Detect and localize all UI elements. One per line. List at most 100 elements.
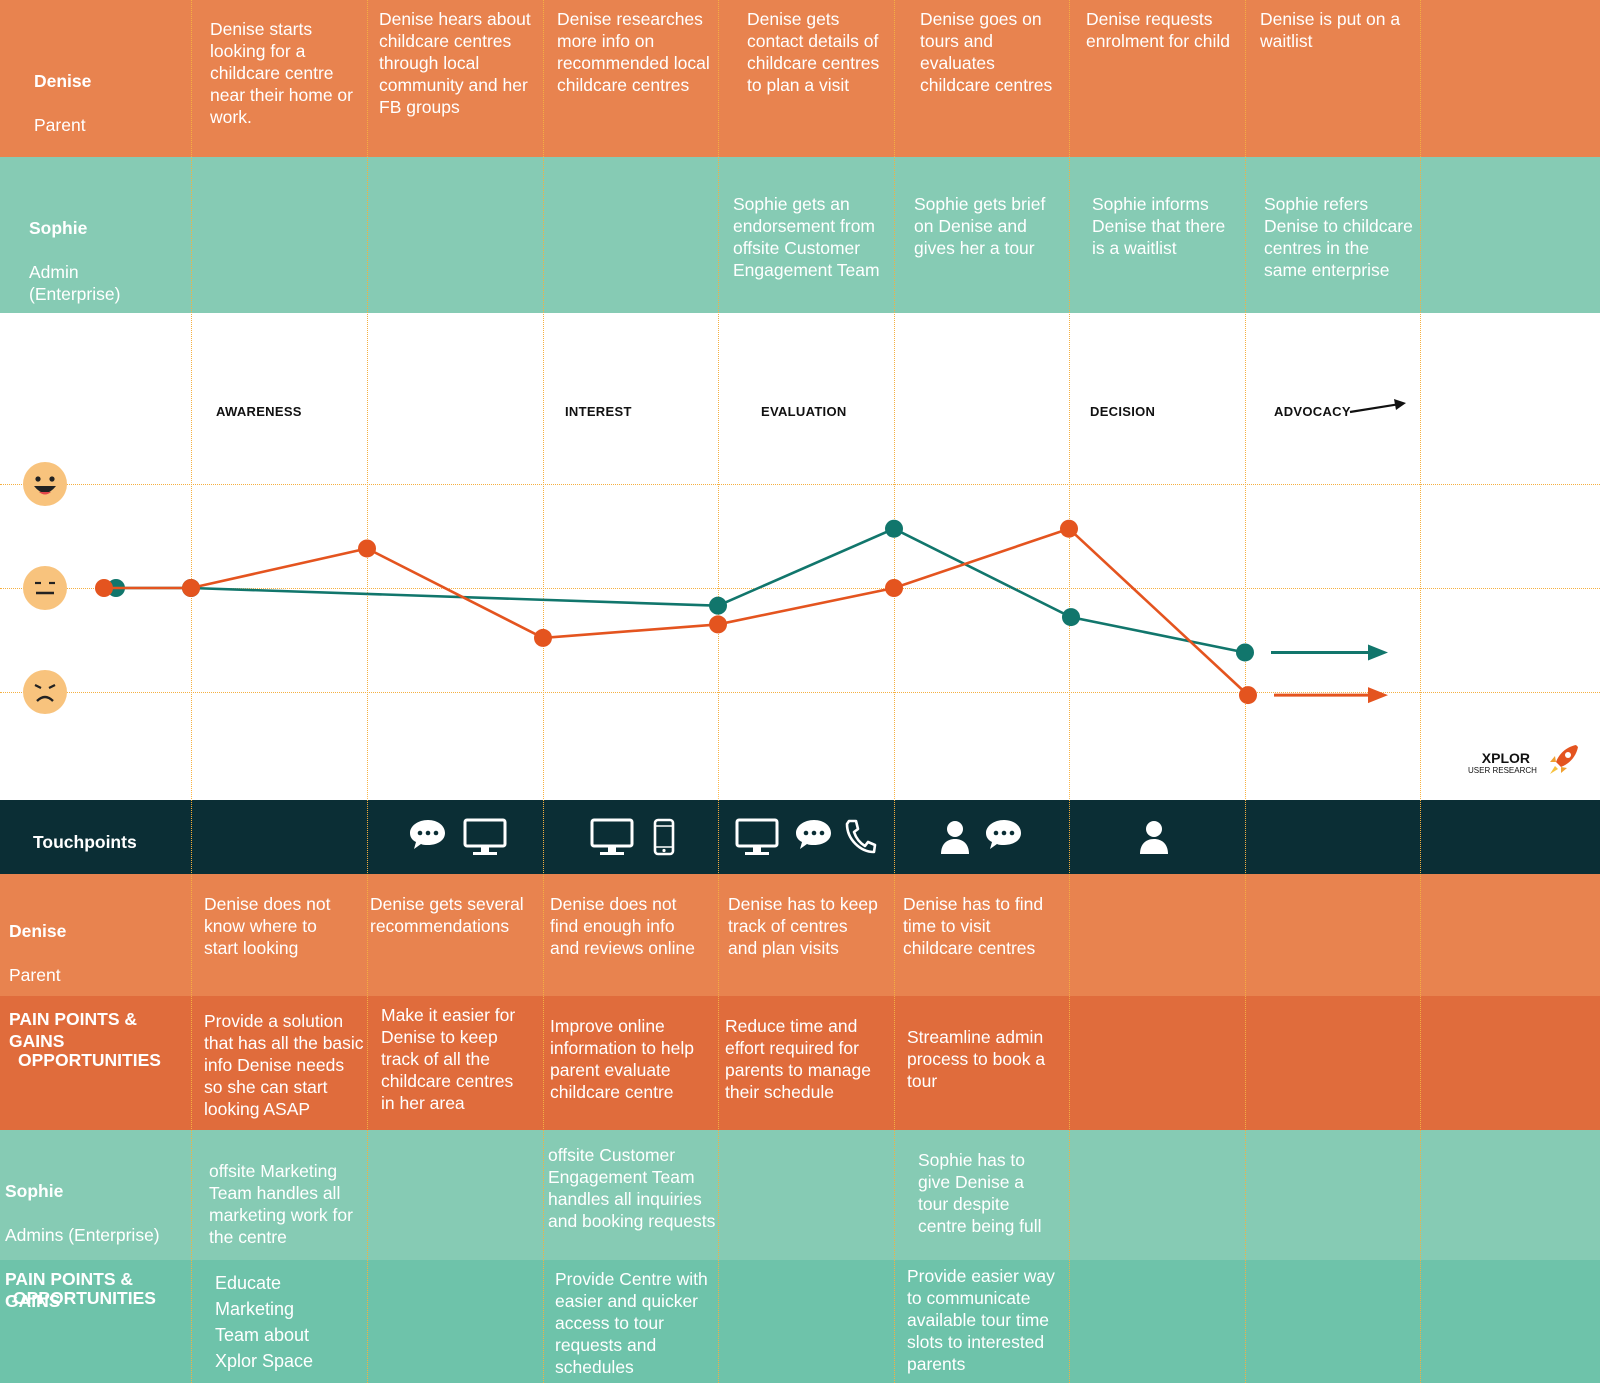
neutral-face-icon — [23, 566, 67, 610]
chat-icon — [796, 820, 831, 849]
rocket-icon — [1550, 745, 1578, 774]
denise-curve-point-3 — [534, 628, 552, 647]
sophie-pain-3: offsite Customer Engagement Team handles… — [548, 1145, 716, 1231]
denise-step-6: Denise requests enrolment for child — [1086, 9, 1230, 51]
brand-subtitle: USER RESEARCH — [1468, 766, 1537, 775]
denise-pain-row — [0, 874, 1600, 996]
sophie-curve-point-7 — [1236, 643, 1254, 662]
sophie-curve-line — [116, 527, 1246, 654]
touchpoints-label: Touchpoints — [33, 832, 137, 852]
persona-role: Parent — [9, 965, 61, 985]
monitor-icon — [590, 818, 634, 855]
sophie-pain-5: Sophie has to give Denise a tour despite… — [918, 1150, 1042, 1236]
persona-role: Parent — [34, 115, 86, 135]
denise-step-4: Denise gets contact details of childcare… — [747, 9, 880, 95]
persona-role: Admin (Enterprise) — [29, 262, 121, 304]
section-title: PAIN POINTS & GAINS — [9, 1009, 138, 1051]
sophie-curve-arrow-head — [1368, 644, 1388, 661]
denise-pain-5: Denise has to find time to visit childca… — [903, 894, 1044, 958]
col-divider — [543, 0, 544, 1383]
denise-steps-label: Denise Parent — [34, 48, 91, 136]
sophie-step-7: Sophie refers Denise to childcare centre… — [1264, 194, 1413, 280]
advocacy-arrow — [1349, 399, 1406, 414]
persona-name: Sophie — [29, 218, 88, 238]
persona-name: Denise — [9, 921, 67, 941]
brand-name: XPLOR — [1481, 750, 1530, 766]
denise-curve-point-6 — [1060, 519, 1078, 538]
sophie-steps-row — [0, 157, 1600, 313]
sophie-opportunities-label: OPPORTUNITIES — [13, 1288, 156, 1308]
sad-face-icon — [23, 670, 67, 714]
denise-pain-1: Denise does not know where to start look… — [204, 894, 331, 958]
col-divider — [1420, 0, 1421, 1383]
denise-steps-row — [0, 0, 1600, 157]
stage-interest: INTEREST — [565, 404, 632, 419]
phone-icon — [653, 818, 675, 856]
denise-curve-point-1 — [182, 579, 200, 597]
emotion-chart-area — [0, 313, 1600, 800]
sophie-step-4: Sophie gets an endorsement from offsite … — [733, 194, 880, 280]
denise-step-3: Denise researches more info on recommend… — [557, 9, 710, 95]
denise-step-5: Denise goes on tours and evaluates child… — [920, 9, 1053, 95]
guide-sad — [0, 692, 1600, 693]
sophie-opportunity-1: Educate Marketing Team about Xplor Space — [215, 1273, 314, 1371]
denise-curve-point-4 — [709, 615, 727, 634]
persona-role: Admins (Enterprise) — [5, 1225, 160, 1245]
section-title: PAIN POINTS & GAINS — [5, 1269, 134, 1311]
col-divider — [718, 0, 719, 1383]
persona-name: Sophie — [5, 1181, 64, 1201]
col-divider — [894, 0, 895, 1383]
denise-curve-point-2 — [358, 539, 376, 558]
sophie-curve-point-4 — [709, 596, 727, 615]
denise-step-7: Denise is put on a waitlist — [1260, 9, 1401, 51]
sophie-steps-label: Sophie Admin (Enterprise) — [29, 195, 120, 305]
denise-opportunity-5: Streamline admin process to book a tour — [907, 1027, 1046, 1091]
col-divider — [191, 0, 192, 1383]
col-divider — [1069, 0, 1070, 1383]
persona-name: Denise — [34, 71, 92, 91]
call-icon — [845, 819, 877, 854]
sophie-curve-point-6 — [1062, 608, 1080, 627]
sophie-pain-label: Sophie Admins (Enterprise) PAIN POINTS &… — [5, 1158, 160, 1312]
denise-pain-4: Denise has to keep track of centres and … — [728, 894, 878, 958]
happy-face-icon — [23, 462, 67, 506]
sophie-curve-point-5 — [885, 519, 903, 538]
denise-curve-arrow-head — [1368, 687, 1388, 704]
denise-opportunities-label: OPPORTUNITIES — [18, 1050, 161, 1070]
denise-opportunities-row — [0, 996, 1600, 1130]
monitor-icon — [735, 818, 779, 855]
guide-happy — [0, 484, 1600, 485]
chat-icon — [986, 820, 1021, 849]
person-icon — [1140, 821, 1168, 854]
denise-opportunity-3: Improve online information to help paren… — [550, 1016, 694, 1102]
sophie-opportunities-row — [0, 1260, 1600, 1383]
emotion-curve-chart — [95, 519, 1388, 705]
sophie-step-5: Sophie gets brief on Denise and gives he… — [914, 194, 1046, 258]
sophie-step-6: Sophie informs Denise that there is a wa… — [1092, 194, 1226, 258]
stage-decision: DECISION — [1090, 404, 1156, 419]
denise-opportunity-2: Make it easier for Denise to keep track … — [381, 1005, 516, 1113]
denise-curve-point-7 — [1239, 686, 1257, 705]
sophie-pain-row — [0, 1130, 1600, 1260]
guide-neutral — [0, 588, 1600, 589]
denise-step-1: Denise starts looking for a childcare ce… — [210, 19, 353, 127]
person-icon — [941, 821, 969, 854]
denise-opportunity-4: Reduce time and effort required for pare… — [725, 1016, 871, 1102]
stage-awareness: AWARENESS — [216, 404, 302, 419]
denise-pain-3: Denise does not find enough info and rev… — [550, 894, 695, 958]
denise-opportunity-1: Provide a solution that has all the basi… — [204, 1011, 364, 1119]
denise-pain-label: Denise Parent PAIN POINTS & GAINS — [9, 898, 137, 1052]
stage-advocacy: ADVOCACY — [1274, 404, 1351, 419]
denise-step-2: Denise hears about childcare centres thr… — [379, 9, 531, 117]
denise-curve-point-5 — [885, 579, 903, 597]
sophie-pain-1: offsite Marketing Team handles all marke… — [209, 1161, 353, 1247]
col-divider — [367, 0, 368, 1383]
sophie-opportunity-3: Provide Centre with easier and quicker a… — [555, 1269, 708, 1377]
monitor-icon — [463, 818, 507, 855]
denise-curve-point-start — [95, 579, 113, 597]
denise-pain-2: Denise gets several recommendations — [370, 894, 524, 936]
sophie-opportunity-5: Provide easier way to communicate availa… — [907, 1266, 1055, 1374]
chat-icon — [410, 820, 445, 849]
denise-curve-line — [104, 527, 1249, 697]
stage-evaluation: EVALUATION — [761, 404, 847, 419]
